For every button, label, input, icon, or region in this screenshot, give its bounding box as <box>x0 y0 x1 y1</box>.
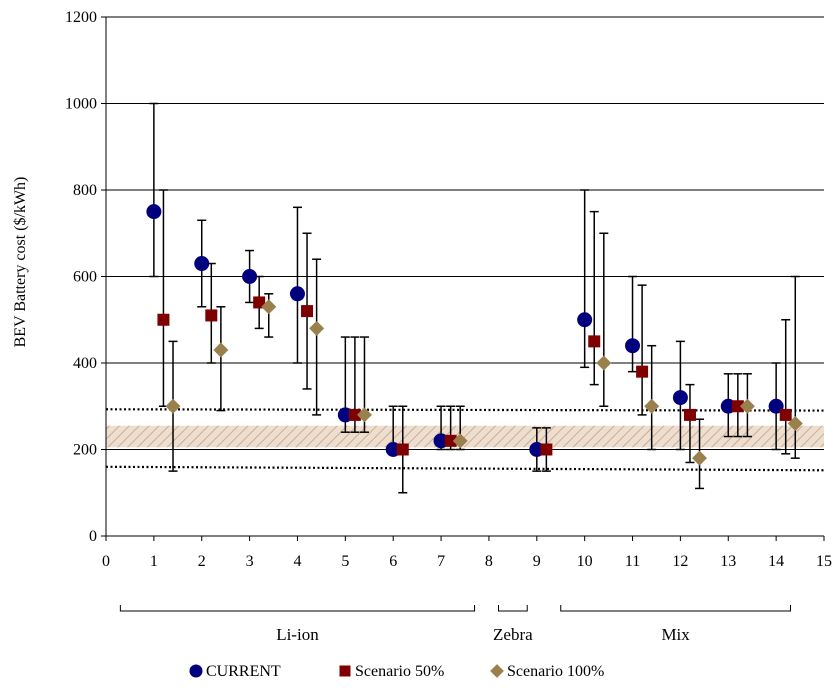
x-tick-label: 15 <box>816 553 832 570</box>
reference-line <box>105 408 825 412</box>
y-axis-title: BEV Battery cost ($/kWh) <box>12 177 29 348</box>
scenario-50-point <box>301 305 314 318</box>
legend-swatch <box>189 664 203 678</box>
y-tick-label: 0 <box>89 528 97 545</box>
scenario-100-point <box>452 433 468 449</box>
current-point <box>289 286 305 302</box>
x-tick-label: 11 <box>625 553 640 570</box>
reference-band <box>106 425 824 448</box>
scenario-100-point <box>356 407 372 423</box>
scenario-50-point <box>588 335 601 348</box>
legend-label: Scenario 100% <box>507 663 604 680</box>
current-point <box>672 390 688 406</box>
y-tick-label: 600 <box>73 269 97 286</box>
scenario-50-point <box>157 313 170 326</box>
scenario-50-point <box>540 443 553 456</box>
scenario-100-point <box>261 299 277 315</box>
x-tick-label: 9 <box>533 553 541 570</box>
x-tick-label: 8 <box>485 553 493 570</box>
x-tick-label: 6 <box>389 553 397 570</box>
scenario-50-point <box>731 400 744 413</box>
scenario-50-point <box>205 309 218 322</box>
scenario-50-point <box>636 365 649 378</box>
scenario-50-point <box>683 408 696 421</box>
y-tick-label: 800 <box>73 182 97 199</box>
current-point <box>577 312 593 328</box>
x-tick-label: 3 <box>246 553 254 570</box>
x-tick-label: 4 <box>293 553 301 570</box>
category-groups: Li-ion Zebra Mix <box>119 605 791 644</box>
x-tick-label: 10 <box>577 553 593 570</box>
error-bars <box>149 102 800 494</box>
x-tick-label: 12 <box>672 553 688 570</box>
scenario-100-point <box>309 320 325 336</box>
y-tick-label: 1000 <box>65 96 97 113</box>
current-point <box>146 204 162 220</box>
group-label: Li-ion <box>276 625 319 644</box>
current-point <box>625 338 641 354</box>
scenario-100-point <box>787 416 803 432</box>
y-tick-label: 200 <box>73 442 97 459</box>
group-bracket <box>498 605 528 612</box>
x-tick-label: 2 <box>198 553 206 570</box>
grid-lines <box>106 16 824 450</box>
data-markers <box>146 204 803 466</box>
legend-swatch <box>339 665 351 677</box>
y-tick-label: 1200 <box>65 9 97 26</box>
x-tick-label: 1 <box>150 553 158 570</box>
reference-line <box>105 465 825 472</box>
x-tick-label: 14 <box>768 553 784 570</box>
scenario-50-point <box>444 434 457 447</box>
scenario-100-point <box>644 398 660 414</box>
current-point <box>242 269 258 284</box>
scenario-100-point <box>165 398 181 414</box>
x-tick-label: 7 <box>437 553 445 570</box>
scenario-100-point <box>739 398 755 414</box>
scenario-100-point <box>692 450 708 466</box>
legend-label: CURRENT <box>206 663 281 680</box>
group-bracket <box>560 605 791 612</box>
scenario-50-point <box>396 443 409 456</box>
current-point <box>194 256 210 272</box>
scenario-50-point <box>779 408 792 421</box>
legend-label: Scenario 50% <box>355 663 444 680</box>
x-tick-label: 13 <box>720 553 736 570</box>
y-tick-label: 400 <box>73 355 97 372</box>
x-tick-label: 0 <box>102 553 110 570</box>
scenario-100-point <box>213 342 229 358</box>
group-label: Mix <box>661 625 690 644</box>
scenario-100-point <box>596 355 612 371</box>
reference-band-layer <box>106 425 824 448</box>
scenario-50-point <box>253 296 266 309</box>
group-bracket <box>119 605 476 612</box>
scenario-50-point <box>348 408 361 421</box>
legend-swatch <box>490 664 504 678</box>
legend: CURRENT Scenario 50% Scenario 100% <box>189 663 604 680</box>
group-label: Zebra <box>493 625 533 644</box>
x-tick-label: 5 <box>341 553 349 570</box>
